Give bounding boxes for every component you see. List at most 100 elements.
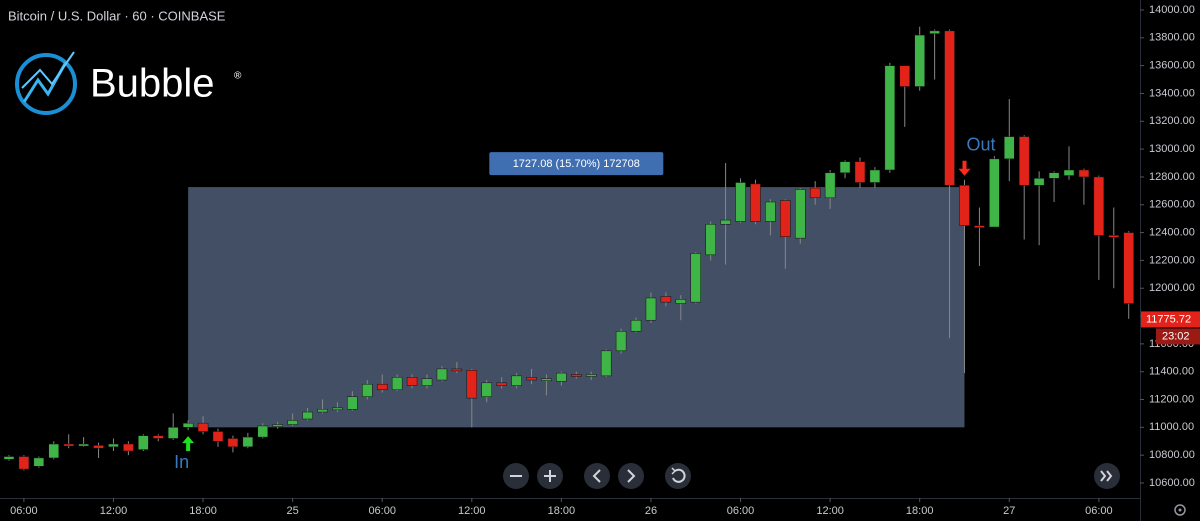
x-tick-label: 27 [1003, 505, 1015, 517]
scroll-left-button[interactable] [584, 463, 610, 489]
candle-body [3, 456, 15, 460]
candle-body [929, 30, 940, 34]
scroll-to-end-button[interactable] [1094, 463, 1120, 489]
last-price-label: 11775.72 [1146, 313, 1191, 325]
candle-body [705, 223, 716, 256]
y-tick-label: 10800.00 [1149, 449, 1195, 461]
candle-body [18, 456, 30, 470]
logo-text: Bubble [90, 62, 215, 106]
candle-body [436, 368, 448, 381]
candle-body [541, 378, 552, 381]
candle-body [287, 420, 298, 425]
measure-box [188, 187, 965, 428]
candle-body [809, 187, 821, 199]
candle-body [914, 34, 925, 87]
candle-body [944, 30, 955, 186]
x-tick-label: 18:00 [906, 505, 934, 517]
symbol-title: Bitcoin / U.S. Dollar · 60 · COINBASE [8, 8, 226, 23]
y-tick-label: 13200.00 [1149, 115, 1195, 127]
candle-body [272, 424, 283, 427]
candle-body [511, 375, 522, 386]
candle-body [839, 161, 851, 174]
candle-body [347, 396, 358, 410]
candle-body [571, 374, 582, 377]
candle-body [376, 383, 388, 391]
settings-button[interactable] [1174, 504, 1186, 516]
last-price-tag [1141, 311, 1200, 328]
candle-body [690, 253, 701, 303]
candle-body [765, 201, 776, 222]
y-tick-label: 14000.00 [1149, 4, 1195, 16]
candle-body [989, 158, 1000, 228]
candle-body [526, 377, 537, 381]
candle-body [884, 65, 896, 171]
candle-body [1018, 136, 1030, 186]
x-tick-label: 06:00 [727, 505, 755, 517]
candle-body [78, 443, 89, 447]
y-tick-label: 13000.00 [1149, 143, 1195, 155]
candle-body [197, 422, 209, 432]
candle-body [466, 370, 478, 399]
candle-body [645, 297, 657, 321]
candle-body [138, 435, 149, 450]
candle-body [93, 445, 104, 449]
candle-body [660, 296, 672, 303]
candle-body [167, 427, 179, 439]
logo-ring [15, 53, 77, 115]
plot-area: 1727.08 (15.70%) 172708 In Out [3, 26, 1134, 472]
candle-body [496, 382, 507, 386]
candle-body [600, 350, 612, 377]
toolbar [503, 463, 1186, 516]
candle-body [227, 438, 239, 448]
candle-body [735, 182, 746, 222]
candle-body [556, 372, 567, 382]
candle-body [750, 183, 761, 222]
candle-body [974, 225, 985, 228]
candle-body [1093, 176, 1105, 236]
candle-body [824, 172, 836, 199]
exit-label: Out [966, 134, 995, 154]
candle-body [615, 331, 627, 352]
candle-body [795, 189, 806, 239]
candle-body [854, 161, 866, 183]
y-tick-label: 11200.00 [1149, 393, 1194, 405]
candle-body [302, 411, 313, 420]
candle-body [33, 457, 45, 467]
candle-body [257, 425, 269, 438]
zoom-in-button[interactable] [537, 463, 563, 489]
candle-body [362, 383, 373, 397]
candle-body [869, 169, 881, 183]
entry-label: In [174, 452, 189, 472]
scroll-right-button[interactable] [618, 463, 644, 489]
y-tick-label: 13600.00 [1149, 60, 1195, 72]
candle-body [1048, 172, 1060, 179]
measure-label: 1727.08 (15.70%) 172708 [513, 158, 640, 170]
y-tick-label: 11400.00 [1149, 366, 1194, 378]
y-tick-label: 13800.00 [1149, 32, 1195, 44]
y-tick-label: 12600.00 [1149, 199, 1195, 211]
y-tick-label: 12800.00 [1149, 171, 1195, 183]
candle-body [959, 185, 970, 226]
candle-body [212, 431, 224, 442]
candle-body [153, 435, 164, 439]
y-tick-label: 10600.00 [1149, 477, 1195, 489]
candle-body [585, 374, 597, 377]
x-tick-label: 06:00 [10, 505, 38, 517]
candle-body [1123, 232, 1134, 304]
x-tick-label: 18:00 [548, 505, 576, 517]
candle-body [108, 443, 119, 448]
entry-arrow [182, 436, 195, 452]
y-tick-label: 12200.00 [1149, 254, 1195, 266]
candle-body [899, 65, 911, 87]
countdown-label: 23:02 [1162, 330, 1190, 342]
candle-body [1078, 169, 1090, 178]
x-tick-label: 12:00 [816, 505, 844, 517]
measure-label-box [489, 152, 664, 176]
candle-body [406, 377, 418, 386]
logo: Bubble ® [15, 51, 242, 115]
candle-body [242, 436, 254, 448]
reset-button[interactable] [665, 463, 691, 489]
exit-arrow [958, 160, 971, 176]
zoom-out-button[interactable] [503, 463, 529, 489]
